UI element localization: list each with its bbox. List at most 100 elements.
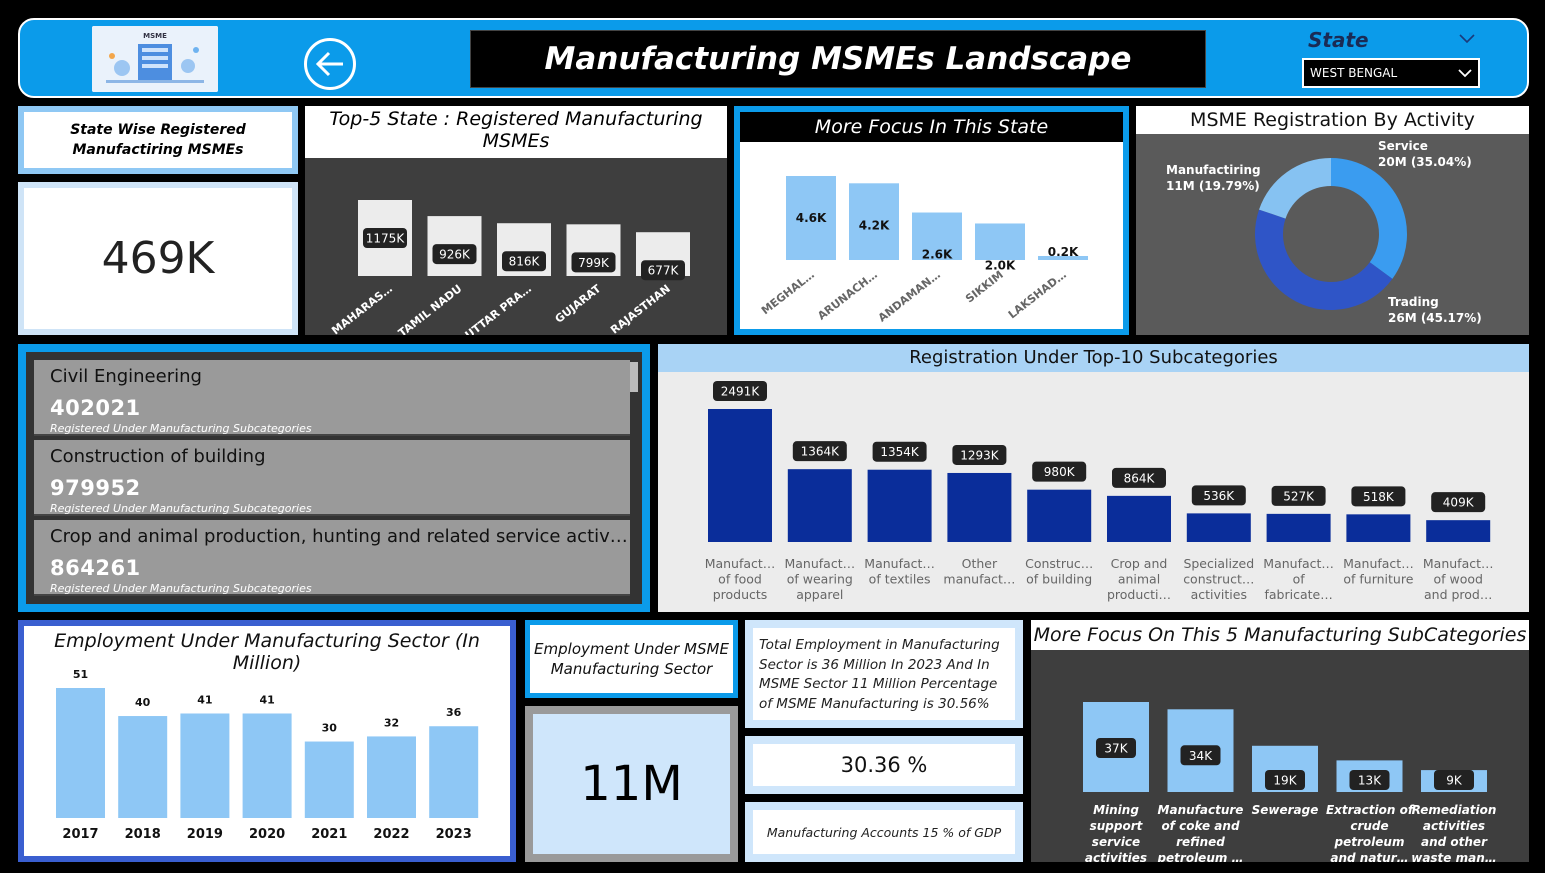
focus-state-title: More Focus In This State xyxy=(740,112,1123,142)
top10-tick-label: of building xyxy=(1026,572,1092,587)
focus5-tick-label: Extraction of xyxy=(1326,803,1415,817)
state-filter-label: State xyxy=(1308,28,1369,52)
focus5-tick-label: Sewerage xyxy=(1252,803,1319,817)
top5-data-label: 677K xyxy=(648,264,680,278)
top5-data-label: 926K xyxy=(439,248,471,262)
top10-data-label-badge xyxy=(1431,492,1486,513)
top5-data-label: 1175K xyxy=(366,232,406,246)
focus5-data-label: 19K xyxy=(1273,774,1297,788)
top5-data-label-badge xyxy=(641,260,685,281)
msme-employment-value: 11M xyxy=(525,706,738,862)
focus-state-data-label: 2.0K xyxy=(985,258,1016,272)
focus5-tick-label: waste man… xyxy=(1411,851,1497,862)
employment-data-label: 36 xyxy=(446,706,462,719)
focus5-tick-label: petroleum xyxy=(1334,835,1405,849)
focus5-tick-label: Remediation xyxy=(1412,803,1497,817)
focus5-tick-label: and other xyxy=(1421,835,1488,849)
focus5-tick-label: crude xyxy=(1350,819,1388,833)
top5-data-label: 799K xyxy=(578,256,610,270)
focus5-tick-label: Mining xyxy=(1093,803,1139,817)
top10-tick-label: Manufact… xyxy=(1343,556,1414,571)
list-scrollbar[interactable] xyxy=(630,362,638,392)
employment-svg: 51 2017 40 2018 41 2019 41 2020 30 2021 32 2022 36 20… xyxy=(56,668,479,842)
focus5-data-label: 34K xyxy=(1189,749,1213,763)
focus-state-bar xyxy=(912,212,962,260)
employment-tick-label: 2022 xyxy=(373,827,409,842)
activity-legend-label: Service xyxy=(1378,139,1428,153)
top5-data-label: 816K xyxy=(509,255,541,269)
top10-data-label-badge xyxy=(713,381,767,401)
focus-state-data-label: 0.2K xyxy=(1048,245,1079,259)
list-item[interactable]: Civil Engineering 402021 Registered Unde… xyxy=(34,360,630,436)
activity-donut-svg: Service 20M (35.04%) Trading 26M (45.17%) Ma… xyxy=(1166,139,1482,325)
focus-state-data-label: 2.6K xyxy=(922,248,953,262)
focus-state-bar xyxy=(975,223,1025,260)
employment-data-label: 40 xyxy=(135,696,151,709)
top10-tick-label: of wood xyxy=(1433,572,1482,587)
top10-tick-label: and prod… xyxy=(1424,587,1492,602)
back-arrow-icon[interactable] xyxy=(304,38,356,90)
top10-data-label: 1364K xyxy=(801,445,841,459)
top10-data-label-badge xyxy=(792,441,847,462)
activity-data-label: 26M (45.17%) xyxy=(1388,311,1482,325)
top10-tick-label: Manufact… xyxy=(784,556,855,571)
state-dropdown[interactable]: WEST BENGAL xyxy=(1302,58,1480,88)
focus5-data-label: 37K xyxy=(1104,742,1128,756)
subcategory-list-panel: Civil Engineering 402021 Registered Unde… xyxy=(18,344,650,612)
focus5-data-label-badge xyxy=(1180,745,1221,766)
top5-states-chart: 1175K MAHARAS… 926K TAMIL NADU 816K UTTAR PRA… xyxy=(305,158,727,342)
employment-data-label: 41 xyxy=(197,693,212,706)
top10-tick-label: Manufact… xyxy=(1263,556,1334,571)
employment-bar xyxy=(180,713,230,818)
employment-data-label: 32 xyxy=(384,716,399,729)
top10-data-label: 536K xyxy=(1203,489,1235,503)
activity-data-label: 20M (35.04%) xyxy=(1378,155,1472,169)
employment-bar xyxy=(367,736,416,818)
list-item[interactable]: Crop and animal production, hunting and … xyxy=(34,520,630,596)
top10-bar xyxy=(1027,489,1092,542)
top5-tick-label: UTTAR PRA… xyxy=(463,282,534,335)
state-kpi-title: State Wise Registered Manufactiring MSME… xyxy=(18,106,298,174)
list-item-name: Crop and animal production, hunting and … xyxy=(50,526,630,547)
focus-state-tick-label: MEGHAL… xyxy=(759,268,817,317)
focus5-data-label: 9K xyxy=(1446,774,1463,788)
top10-bar xyxy=(1426,520,1491,542)
activity-legend-label: Trading xyxy=(1388,295,1439,309)
focus-state-data-label: 4.6K xyxy=(796,211,827,225)
focus5-tick-label: refined xyxy=(1176,835,1225,849)
total-employment-note: Total Employment in Manufacturing Sector… xyxy=(745,620,1023,728)
focus5-subcategories-title: More Focus On This 5 Manufacturing SubCa… xyxy=(1031,620,1529,650)
top10-tick-label: producti… xyxy=(1107,587,1171,602)
chevron-down-icon[interactable] xyxy=(1458,30,1476,49)
subcategory-list[interactable]: Civil Engineering 402021 Registered Unde… xyxy=(26,352,642,604)
focus5-tick-label: activities xyxy=(1423,819,1485,833)
top10-tick-label: animal xyxy=(1118,572,1160,587)
top5-states-svg: 1175K MAHARAS… 926K TAMIL NADU 816K UTTAR PRA… xyxy=(329,200,690,342)
list-item-value: 864261 xyxy=(50,556,141,580)
top10-data-label: 1293K xyxy=(960,448,1000,462)
employment-tick-label: 2021 xyxy=(311,827,347,842)
activity-slice xyxy=(1259,158,1331,219)
top10-tick-label: Manufact… xyxy=(1423,556,1494,571)
top10-data-label: 2491K xyxy=(721,385,761,399)
top5-data-label-badge xyxy=(363,228,407,248)
focus5-tick-label: support xyxy=(1090,819,1144,833)
activity-slice xyxy=(1255,209,1393,311)
focus-state-bar xyxy=(786,176,836,260)
employment-data-label: 30 xyxy=(322,722,338,735)
list-item-value: 402021 xyxy=(50,396,141,420)
employment-data-label: 41 xyxy=(259,693,274,706)
list-item-value: 979952 xyxy=(50,476,141,500)
state-dropdown-value: WEST BENGAL xyxy=(1310,66,1398,80)
activity-panel: MSME Registration By Activity Service 20M… xyxy=(1136,106,1529,335)
list-item[interactable]: Construction of building 979952 Register… xyxy=(34,440,630,516)
employment-data-label: 51 xyxy=(73,668,88,681)
focus5-tick-label: of coke and xyxy=(1161,819,1240,833)
top10-tick-label: apparel xyxy=(796,587,843,602)
employment-tick-label: 2017 xyxy=(62,827,98,842)
employment-tick-label: 2023 xyxy=(436,827,472,842)
top10-tick-label: of furniture xyxy=(1343,572,1413,587)
top10-tick-label: Manufact… xyxy=(864,556,935,571)
employment-tick-label: 2018 xyxy=(125,827,161,842)
